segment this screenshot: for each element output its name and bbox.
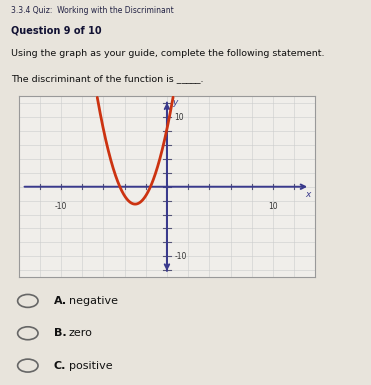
Text: positive: positive <box>69 361 112 371</box>
Text: -10: -10 <box>55 202 67 211</box>
Text: x: x <box>305 190 310 199</box>
Text: B.: B. <box>54 328 66 338</box>
Text: 3.3.4 Quiz:  Working with the Discriminant: 3.3.4 Quiz: Working with the Discriminan… <box>11 6 174 15</box>
Text: y: y <box>172 98 178 107</box>
Text: A.: A. <box>54 296 67 306</box>
Text: Using the graph as your guide, complete the following statement.: Using the graph as your guide, complete … <box>11 49 325 57</box>
Text: The discriminant of the function is _____.: The discriminant of the function is ____… <box>11 74 204 83</box>
Text: -10: -10 <box>174 252 187 261</box>
Text: 10: 10 <box>174 113 184 122</box>
Text: C.: C. <box>54 361 66 371</box>
Text: 10: 10 <box>268 202 278 211</box>
Text: Question 9 of 10: Question 9 of 10 <box>11 25 102 35</box>
Text: negative: negative <box>69 296 118 306</box>
Text: zero: zero <box>69 328 92 338</box>
